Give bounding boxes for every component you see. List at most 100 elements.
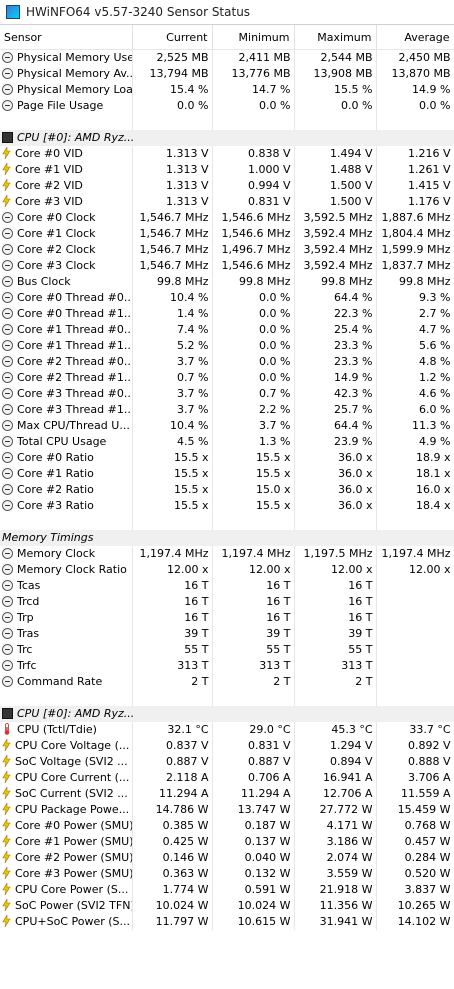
maximum-value: 0.0 % <box>294 98 377 114</box>
maximum-value: 3,592.4 MHz <box>294 242 377 258</box>
sensor-row[interactable]: CPU Core Current (... 2.118 A 0.706 A 16.94… <box>0 770 454 786</box>
sensor-name-cell: Tcas <box>0 578 133 594</box>
current-value: 1,197.4 MHz <box>132 546 213 562</box>
column-header-minimum[interactable]: Minimum <box>212 25 295 50</box>
sensor-row[interactable]: Core #0 Clock 1,546.7 MHz 1,546.6 MHz 3,592… <box>0 210 454 226</box>
sensor-row[interactable]: CPU+SoC Power (S... 11.797 W 10.615 W 31.94… <box>0 914 454 930</box>
column-header-maximum[interactable]: Maximum <box>294 25 377 50</box>
sensor-row[interactable]: Tcas 16 T 16 T 16 T <box>0 578 454 594</box>
sensor-name-cell: SoC Voltage (SVI2 ... <box>0 754 133 770</box>
sensor-row[interactable]: Physical Memory Used 2,525 MB 2,411 MB 2,54… <box>0 49 454 66</box>
sensor-row[interactable]: Total CPU Usage 4.5 % 1.3 % 23.9 % 4.9 % <box>0 434 454 450</box>
average-value: 1.176 V <box>376 194 454 210</box>
current-value: 15.4 % <box>132 82 213 98</box>
maximum-value: 16 T <box>294 610 377 626</box>
sensor-row[interactable]: Core #0 VID 1.313 V 0.838 V 1.494 V 1.216 V <box>0 146 454 162</box>
sensor-row[interactable]: Core #0 Power (SMU) 0.385 W 0.187 W 4.171 W… <box>0 818 454 834</box>
sensor-row[interactable]: CPU Core Voltage (... 0.837 V 0.831 V 1.294… <box>0 738 454 754</box>
sensor-row[interactable]: CPU Package Powe... 14.786 W 13.747 W 27.77… <box>0 802 454 818</box>
minimum-value: 16 T <box>212 594 295 610</box>
sensor-row[interactable]: Core #2 Power (SMU) 0.146 W 0.040 W 2.074 W… <box>0 850 454 866</box>
sensor-row[interactable]: Core #2 Ratio 15.5 x 15.0 x 36.0 x 16.0 x <box>0 482 454 498</box>
minimum-value: 2.2 % <box>212 402 295 418</box>
average-value: 1.216 V <box>376 146 454 162</box>
sensor-row[interactable]: Trc 55 T 55 T 55 T <box>0 642 454 658</box>
average-value: 0.888 V <box>376 754 454 770</box>
sensor-row[interactable]: Core #2 VID 1.313 V 0.994 V 1.500 V 1.415 V <box>0 178 454 194</box>
sensor-group-header[interactable]: CPU [#0]: AMD Ryz... <box>0 706 454 722</box>
sensor-row[interactable]: Tras 39 T 39 T 39 T <box>0 626 454 642</box>
sensor-row[interactable]: SoC Current (SVI2 ... 11.294 A 11.294 A 12.… <box>0 786 454 802</box>
sensor-row[interactable]: Trcd 16 T 16 T 16 T <box>0 594 454 610</box>
minimum-value: 12.00 x <box>212 562 295 578</box>
average-value: 16.0 x <box>376 482 454 498</box>
sensor-row[interactable]: Core #3 Ratio 15.5 x 15.5 x 36.0 x 18.4 x <box>0 498 454 514</box>
sensor-row[interactable]: Core #0 Ratio 15.5 x 15.5 x 36.0 x 18.9 x <box>0 450 454 466</box>
sensor-name: Core #3 Power (SMU) <box>15 867 132 880</box>
sensor-row[interactable]: Physical Memory Load 15.4 % 14.7 % 15.5 % 14… <box>0 82 454 98</box>
sensor-row[interactable]: Core #3 VID 1.313 V 0.831 V 1.500 V 1.176 V <box>0 194 454 210</box>
maximum-value: 3,592.5 MHz <box>294 210 377 226</box>
sensor-row[interactable]: Trp 16 T 16 T 16 T <box>0 610 454 626</box>
sensor-row[interactable]: Core #1 VID 1.313 V 1.000 V 1.488 V 1.261 V <box>0 162 454 178</box>
sensor-name: CPU (Tctl/Tdie) <box>17 723 97 736</box>
sensor-name-cell: CPU+SoC Power (S... <box>0 914 133 930</box>
sensor-row[interactable]: Core #2 Thread #0... 3.7 % 0.0 % 23.3 % 4.8 … <box>0 354 454 370</box>
current-value: 1,546.7 MHz <box>132 242 213 258</box>
sensor-row[interactable]: Core #3 Clock 1,546.7 MHz 1,546.6 MHz 3,592… <box>0 258 454 274</box>
sensor-name-cell: Memory Clock Ratio <box>0 562 133 578</box>
sensor-row[interactable]: SoC Power (SVI2 TFN) 10.024 W 10.024 W 11.3… <box>0 898 454 914</box>
sensor-row[interactable]: Page File Usage 0.0 % 0.0 % 0.0 % 0.0 % <box>0 98 454 114</box>
sensor-name: Trfc <box>17 659 37 672</box>
sensor-name-cell: Trc <box>0 642 133 658</box>
gauge-icon <box>2 484 13 495</box>
sensor-row[interactable]: Core #2 Thread #1... 0.7 % 0.0 % 14.9 % 1.2 … <box>0 370 454 386</box>
sensor-row[interactable]: Core #0 Thread #0... 10.4 % 0.0 % 64.4 % 9.3… <box>0 290 454 306</box>
sensor-row[interactable]: SoC Voltage (SVI2 ... 0.887 V 0.887 V 0.894… <box>0 754 454 770</box>
sensor-row[interactable]: Core #3 Thread #1... 3.7 % 2.2 % 25.7 % 6.0 … <box>0 402 454 418</box>
sensor-name-cell: Core #3 Power (SMU) <box>0 866 133 882</box>
sensor-group-header[interactable]: Memory Timings <box>0 530 454 546</box>
sensor-row[interactable]: Memory Clock 1,197.4 MHz 1,197.4 MHz 1,197.… <box>0 546 454 562</box>
sensor-name-cell: CPU Package Powe... <box>0 802 133 818</box>
group-label: Memory Timings <box>2 531 94 544</box>
sensor-name: Core #2 VID <box>15 179 83 192</box>
sensor-name: Physical Memory Av... <box>17 67 132 80</box>
sensor-row[interactable]: Core #3 Thread #0... 3.7 % 0.7 % 42.3 % 4.6 … <box>0 386 454 402</box>
gauge-icon <box>2 420 13 431</box>
sensor-row[interactable]: CPU Core Power (S... 1.774 W 0.591 W 21.918… <box>0 882 454 898</box>
column-header-average[interactable]: Average <box>376 25 454 50</box>
sensor-row[interactable]: Core #1 Power (SMU) 0.425 W 0.137 W 3.186 W… <box>0 834 454 850</box>
maximum-value: 64.4 % <box>294 418 377 434</box>
sensor-row[interactable]: Core #3 Power (SMU) 0.363 W 0.132 W 3.559 W… <box>0 866 454 882</box>
sensor-row[interactable]: Core #1 Ratio 15.5 x 15.5 x 36.0 x 18.1 x <box>0 466 454 482</box>
minimum-value: 0.831 V <box>212 738 295 754</box>
maximum-value: 25.4 % <box>294 322 377 338</box>
sensor-group-header[interactable]: CPU [#0]: AMD Ryz... <box>0 130 454 146</box>
average-value: 1.2 % <box>376 370 454 386</box>
current-value: 39 T <box>132 626 213 642</box>
sensor-row[interactable]: CPU (Tctl/Tdie) 32.1 °C 29.0 °C 45.3 °C 33.7… <box>0 722 454 738</box>
average-value: 10.265 W <box>376 898 454 914</box>
maximum-value: 1,197.5 MHz <box>294 546 377 562</box>
sensor-row[interactable]: Core #2 Clock 1,546.7 MHz 1,496.7 MHz 3,592… <box>0 242 454 258</box>
gauge-icon <box>2 500 13 511</box>
sensor-row[interactable]: Physical Memory Av... 13,794 MB 13,776 MB 1… <box>0 66 454 82</box>
sensor-row[interactable]: Max CPU/Thread U... 10.4 % 3.7 % 64.4 % 11.3… <box>0 418 454 434</box>
sensor-row[interactable]: Bus Clock 99.8 MHz 99.8 MHz 99.8 MHz 99.8 MH… <box>0 274 454 290</box>
average-value: 4.7 % <box>376 322 454 338</box>
sensor-row[interactable]: Core #1 Thread #1... 5.2 % 0.0 % 23.3 % 5.6 … <box>0 338 454 354</box>
sensor-row[interactable]: Core #0 Thread #1... 1.4 % 0.0 % 22.3 % 2.7 … <box>0 306 454 322</box>
sensor-name-cell: Core #3 Thread #0... <box>0 386 133 402</box>
column-header-sensor[interactable]: Sensor <box>0 25 133 50</box>
sensor-row[interactable]: Core #1 Clock 1,546.7 MHz 1,546.6 MHz 3,592… <box>0 226 454 242</box>
sensor-row[interactable]: Trfc 313 T 313 T 313 T <box>0 658 454 674</box>
maximum-value: 27.772 W <box>294 802 377 818</box>
column-header-current[interactable]: Current <box>132 25 213 50</box>
sensor-row[interactable]: Core #1 Thread #0... 7.4 % 0.0 % 25.4 % 4.7 … <box>0 322 454 338</box>
average-value: 13,870 MB <box>376 66 454 82</box>
average-value: 99.8 MHz <box>376 274 454 290</box>
sensor-name-cell: Core #1 Ratio <box>0 466 133 482</box>
